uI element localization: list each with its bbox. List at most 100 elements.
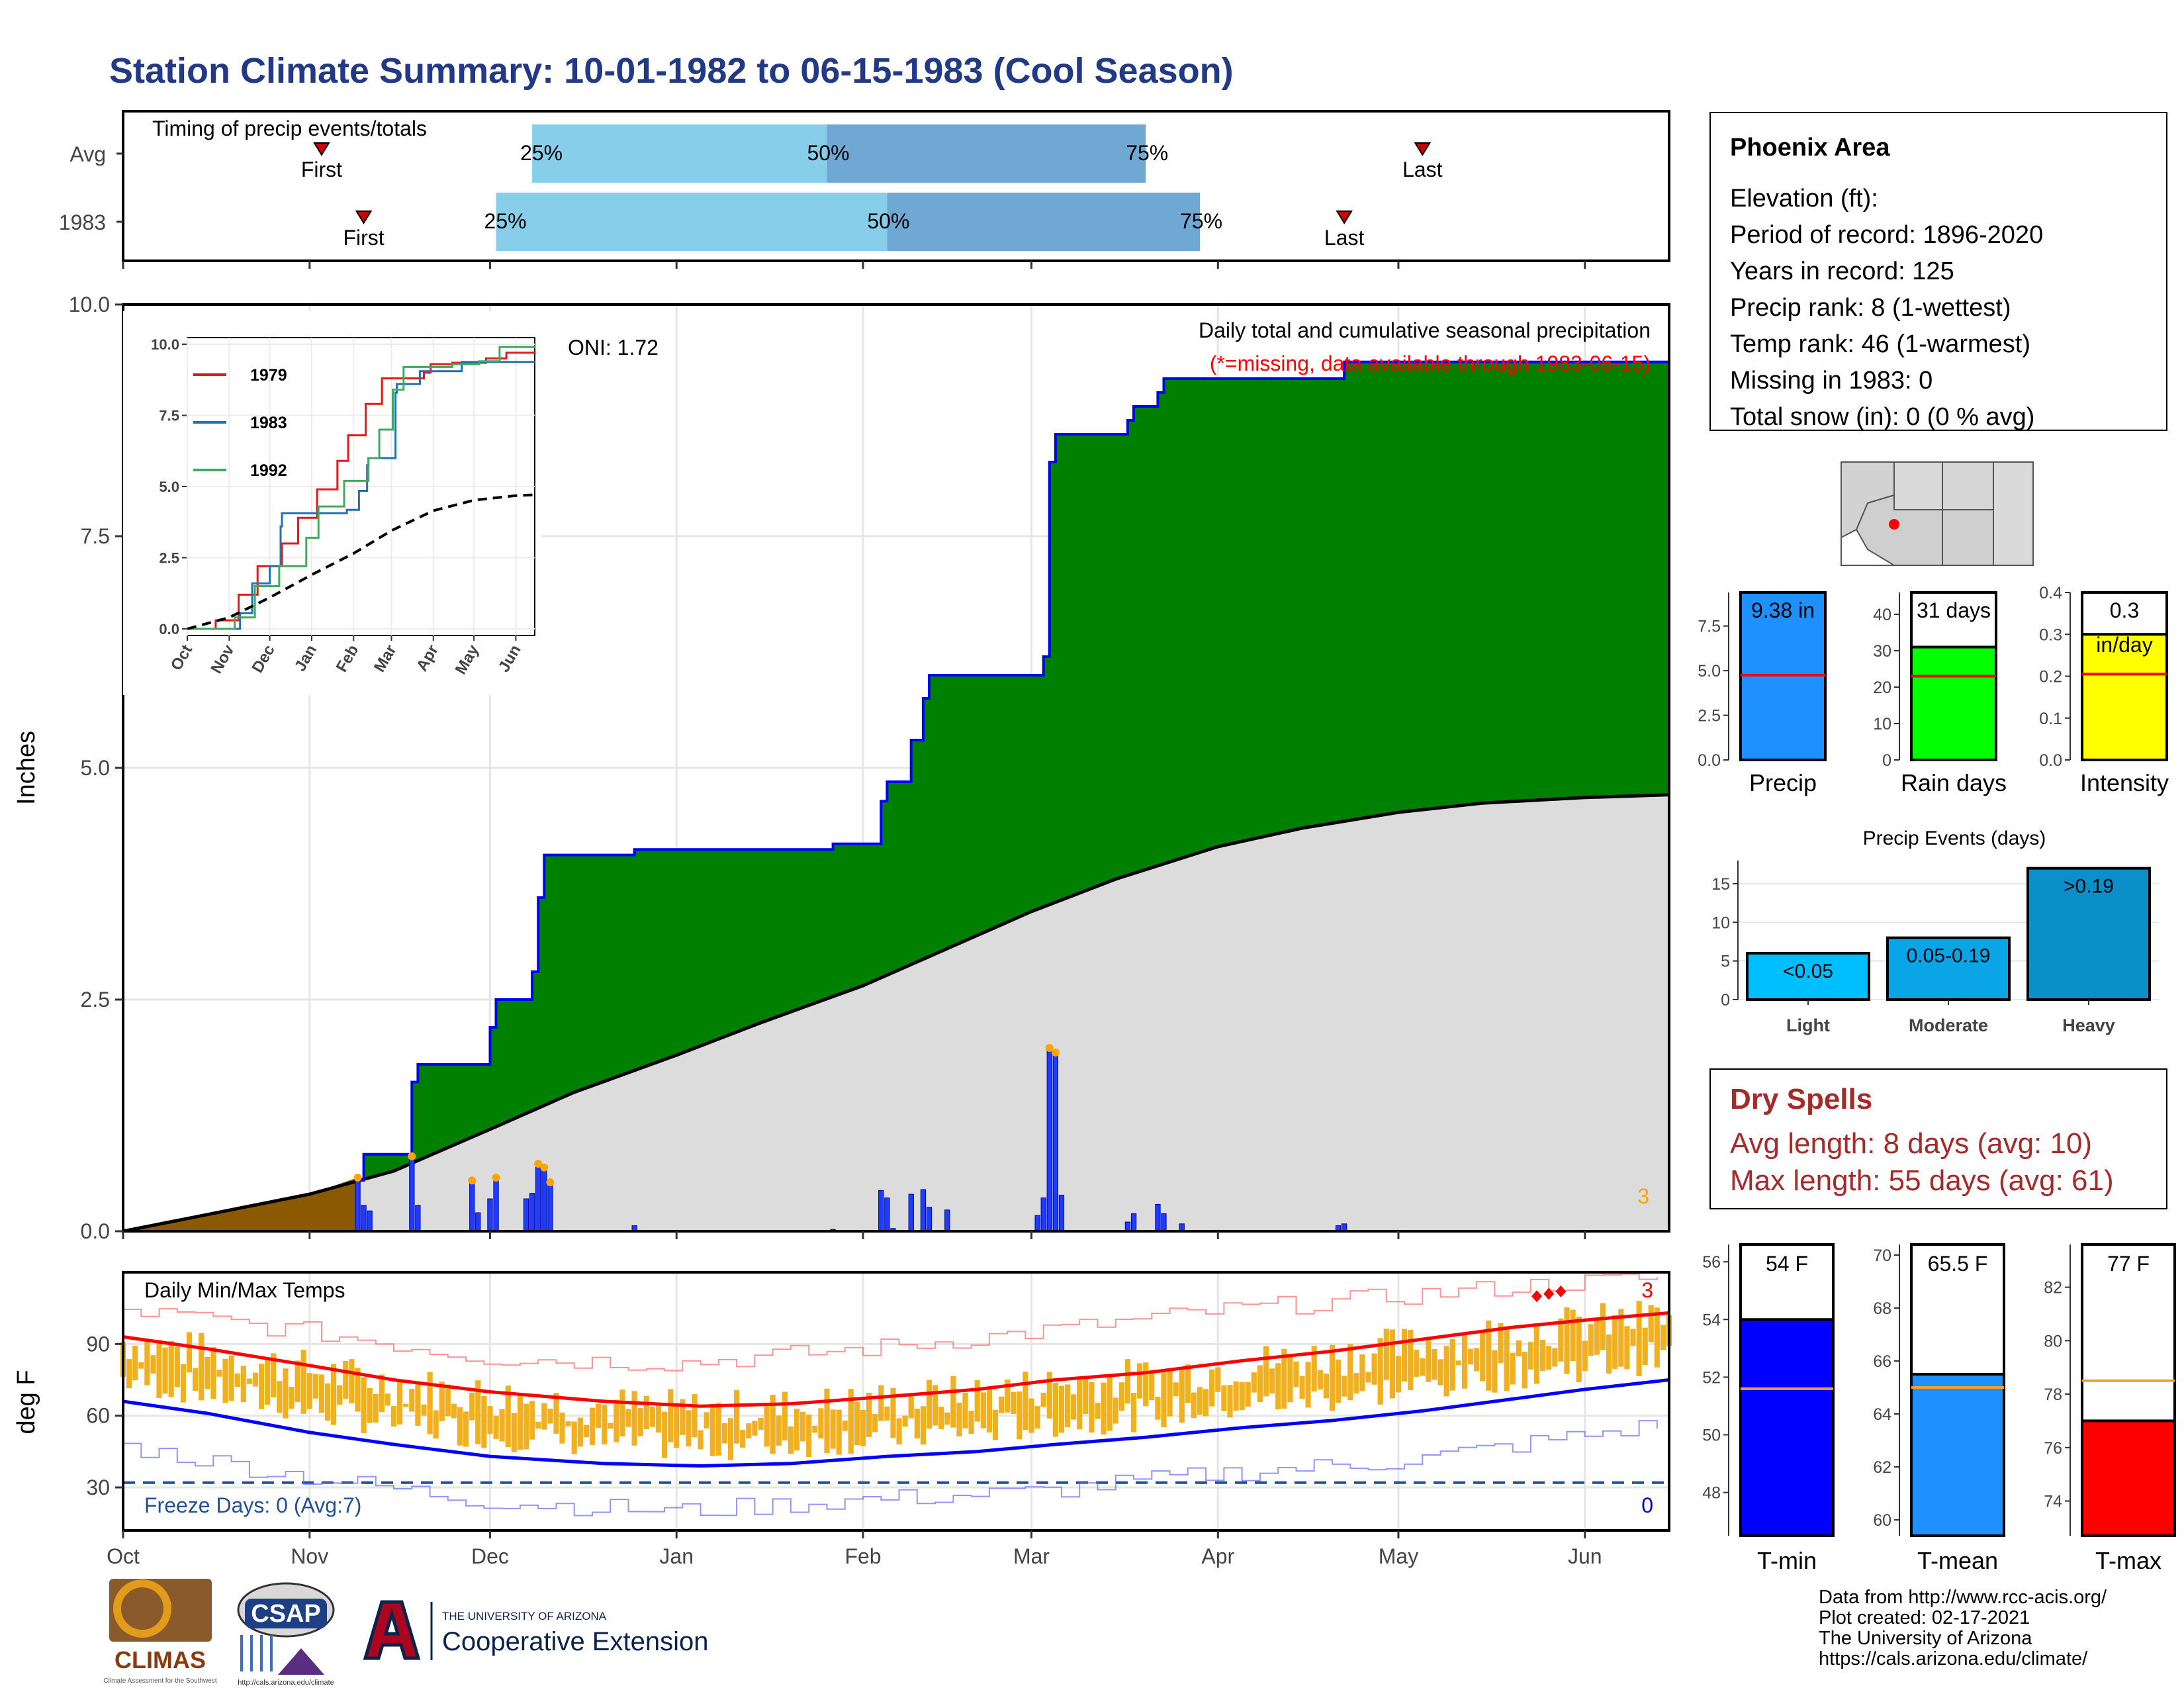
daily-temp-range-bar: [517, 1393, 523, 1450]
mini-temp-category-label: T-min: [1757, 1547, 1817, 1574]
daily-temp-range-bar: [1486, 1320, 1492, 1391]
timing-p75-label: 75%: [1180, 209, 1222, 233]
daily-temp-range-bar: [758, 1417, 764, 1430]
map-state-nv-ut: [1893, 461, 1943, 510]
daily-temp-range-bar: [1588, 1324, 1594, 1356]
ua-logo: THE UNIVERSITY OF ARIZONA Cooperative Ex…: [363, 1600, 708, 1660]
daily-temp-range-bar: [1336, 1359, 1342, 1403]
daily-temp-range-bar: [1455, 1360, 1461, 1366]
daily-precip-bar: [1034, 1215, 1040, 1232]
daily-temp-range-bar: [848, 1389, 854, 1454]
daily-temp-range-bar: [926, 1380, 933, 1429]
daily-temp-range-bar: [1552, 1348, 1558, 1367]
daily-temp-range-bar: [1185, 1364, 1191, 1403]
daily-temp-range-bar: [619, 1389, 625, 1436]
timing-q2-bar: [887, 193, 1201, 251]
daily-temp-range-bar: [1179, 1368, 1185, 1423]
daily-precip-bar: [878, 1190, 884, 1232]
timing-row-label-1983: 1983: [59, 211, 106, 234]
daily-temp-range-bar: [1408, 1329, 1414, 1390]
daily-precip-bar: [547, 1184, 553, 1232]
daily-temp-range-bar: [259, 1364, 265, 1409]
daily-temp-range-bar: [1365, 1372, 1371, 1383]
daily-temp-range-bar: [643, 1395, 649, 1430]
daily-temp-range-bar: [1052, 1383, 1058, 1437]
daily-temp-range-bar: [1540, 1339, 1546, 1372]
daily-temp-range-bar: [1143, 1362, 1149, 1407]
daily-temp-range-bar: [559, 1413, 565, 1444]
daily-temp-range-bar: [968, 1411, 974, 1434]
daily-temp-range-bar: [1233, 1381, 1239, 1411]
daily-temp-range-bar: [1251, 1372, 1257, 1393]
daily-temp-range-bar: [944, 1412, 950, 1425]
record-high-marker: [1543, 1288, 1555, 1300]
csap-badge: [245, 1599, 327, 1628]
daily-temp-range-bar: [1034, 1406, 1040, 1429]
temp-xtick-label: Jan: [659, 1544, 694, 1568]
last-event-label: Last: [1324, 226, 1365, 250]
precip-corner-count: 3: [1637, 1184, 1649, 1208]
daily-temp-range-bar: [704, 1412, 709, 1429]
temperature-summary-bars: 48 50 52 54 56 54 F T-min 60 62 64 66 68 70 65.5 F T-m…: [1702, 1243, 2176, 1574]
daily-temp-range-bar: [1227, 1385, 1233, 1418]
daily-temp-range-bar: [565, 1421, 571, 1427]
mini-temp-value-label: 77 F: [2107, 1252, 2150, 1276]
mini-temp-tick-label: 74: [2044, 1493, 2062, 1511]
heavy-event-marker: [1051, 1049, 1060, 1056]
mini-temp-tick-label: 64: [1873, 1405, 1891, 1424]
daily-temp-range-bar: [306, 1373, 312, 1409]
daily-temp-range-bar: [1046, 1372, 1052, 1419]
page-title: Station Climate Summary: 10-01-1982 to 0…: [109, 51, 1234, 91]
precip-ytick-label: 10.0: [69, 293, 110, 316]
daily-precip-bar: [529, 1193, 535, 1232]
mini-precip-value-label: 9.38 in: [1751, 598, 1815, 622]
daily-temp-range-bar: [1630, 1329, 1636, 1346]
daily-temp-range-bar: [1558, 1318, 1564, 1362]
daily-temp-range-bar: [1420, 1358, 1426, 1376]
daily-temp-range-bar: [770, 1395, 776, 1454]
precip-ytick-label: 5.0: [81, 756, 110, 780]
daily-temp-range-bar: [1353, 1373, 1359, 1394]
daily-temp-range-bar: [367, 1388, 373, 1423]
timing-p50-label: 50%: [867, 209, 909, 233]
temp-xtick-label: Jun: [1568, 1544, 1602, 1568]
daily-temp-range-bar: [1522, 1352, 1527, 1389]
daily-temp-range-bar: [950, 1376, 956, 1428]
mini-temp-tick-label: 66: [1873, 1352, 1891, 1371]
daily-temp-range-bar: [463, 1411, 469, 1447]
daily-temp-range-bar: [842, 1421, 848, 1431]
daily-temp-range-bar: [1342, 1376, 1347, 1397]
mini-temp-value-label: 65.5 F: [1928, 1252, 1988, 1276]
freeze-days-label: Freeze Days: 0 (Avg:7): [144, 1493, 361, 1517]
footer-line-university: The University of Arizona: [1819, 1628, 2032, 1649]
daily-precip-bar: [908, 1194, 914, 1232]
daily-temp-range-bar: [271, 1353, 277, 1398]
csap-logo-subtext: http://cals.arizona.edu/climate: [238, 1679, 334, 1687]
daily-temp-range-bar: [168, 1340, 174, 1397]
daily-temp-range-bar: [216, 1370, 222, 1377]
daily-precip-bar: [884, 1197, 890, 1232]
daily-temp-range-bar: [1395, 1356, 1402, 1393]
mini-precip-value-label: 31 days: [1917, 598, 1991, 622]
map-state-co: [1942, 461, 1994, 510]
daily-temp-range-bar: [1221, 1385, 1227, 1411]
mini-temp-bar: [2081, 1419, 2176, 1538]
daily-temp-range-bar: [481, 1396, 487, 1448]
temp-ylabel: deg F: [13, 1370, 40, 1434]
climas-logo-subtext: Climate Assessment for the Southwest: [103, 1677, 216, 1685]
daily-temp-range-bar: [265, 1359, 271, 1405]
map-state-nm: [1942, 509, 1994, 566]
daily-temp-range-bar: [956, 1403, 962, 1436]
dry-spells-title: Dry Spells: [1730, 1083, 1872, 1115]
daily-temp-range-bar: [1371, 1353, 1377, 1385]
temp-xtick-label: Nov: [291, 1544, 328, 1568]
daily-temp-range-bar: [589, 1407, 596, 1445]
daily-temp-range-bar: [1443, 1346, 1449, 1397]
heavy-event-marker: [353, 1174, 362, 1182]
hot-count: 3: [1641, 1278, 1653, 1302]
daily-temp-range-bar: [403, 1403, 409, 1407]
daily-temp-range-bar: [1161, 1370, 1167, 1428]
temp-ytick-label: 30: [86, 1476, 110, 1499]
daily-temp-range-bar: [986, 1387, 992, 1432]
